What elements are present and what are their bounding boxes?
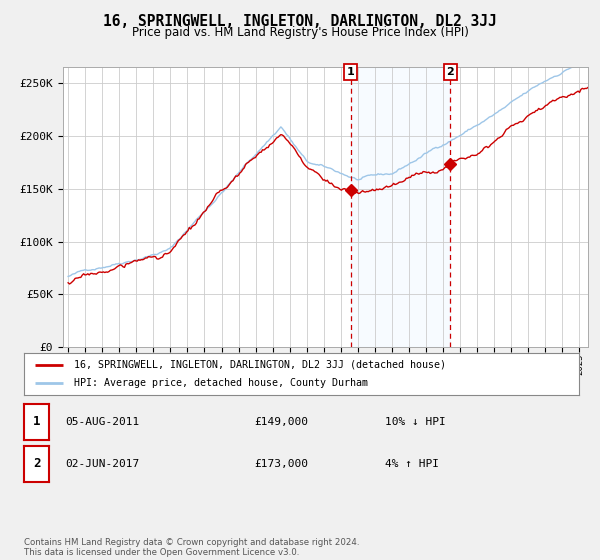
Text: Contains HM Land Registry data © Crown copyright and database right 2024.
This d: Contains HM Land Registry data © Crown c… <box>24 538 359 557</box>
Text: 10% ↓ HPI: 10% ↓ HPI <box>385 417 446 427</box>
Text: 2: 2 <box>446 67 454 77</box>
Text: Price paid vs. HM Land Registry's House Price Index (HPI): Price paid vs. HM Land Registry's House … <box>131 26 469 39</box>
Text: 2: 2 <box>33 458 40 470</box>
Text: 16, SPRINGWELL, INGLETON, DARLINGTON, DL2 3JJ: 16, SPRINGWELL, INGLETON, DARLINGTON, DL… <box>103 14 497 29</box>
Text: £149,000: £149,000 <box>254 417 308 427</box>
Text: 16, SPRINGWELL, INGLETON, DARLINGTON, DL2 3JJ (detached house): 16, SPRINGWELL, INGLETON, DARLINGTON, DL… <box>74 360 446 370</box>
Text: 1: 1 <box>33 416 40 428</box>
Text: 4% ↑ HPI: 4% ↑ HPI <box>385 459 439 469</box>
Text: HPI: Average price, detached house, County Durham: HPI: Average price, detached house, Coun… <box>74 378 368 388</box>
Text: 05-AUG-2011: 05-AUG-2011 <box>65 417 140 427</box>
Text: 02-JUN-2017: 02-JUN-2017 <box>65 459 140 469</box>
Text: 1: 1 <box>347 67 355 77</box>
Text: £173,000: £173,000 <box>254 459 308 469</box>
Bar <box>351 67 450 347</box>
